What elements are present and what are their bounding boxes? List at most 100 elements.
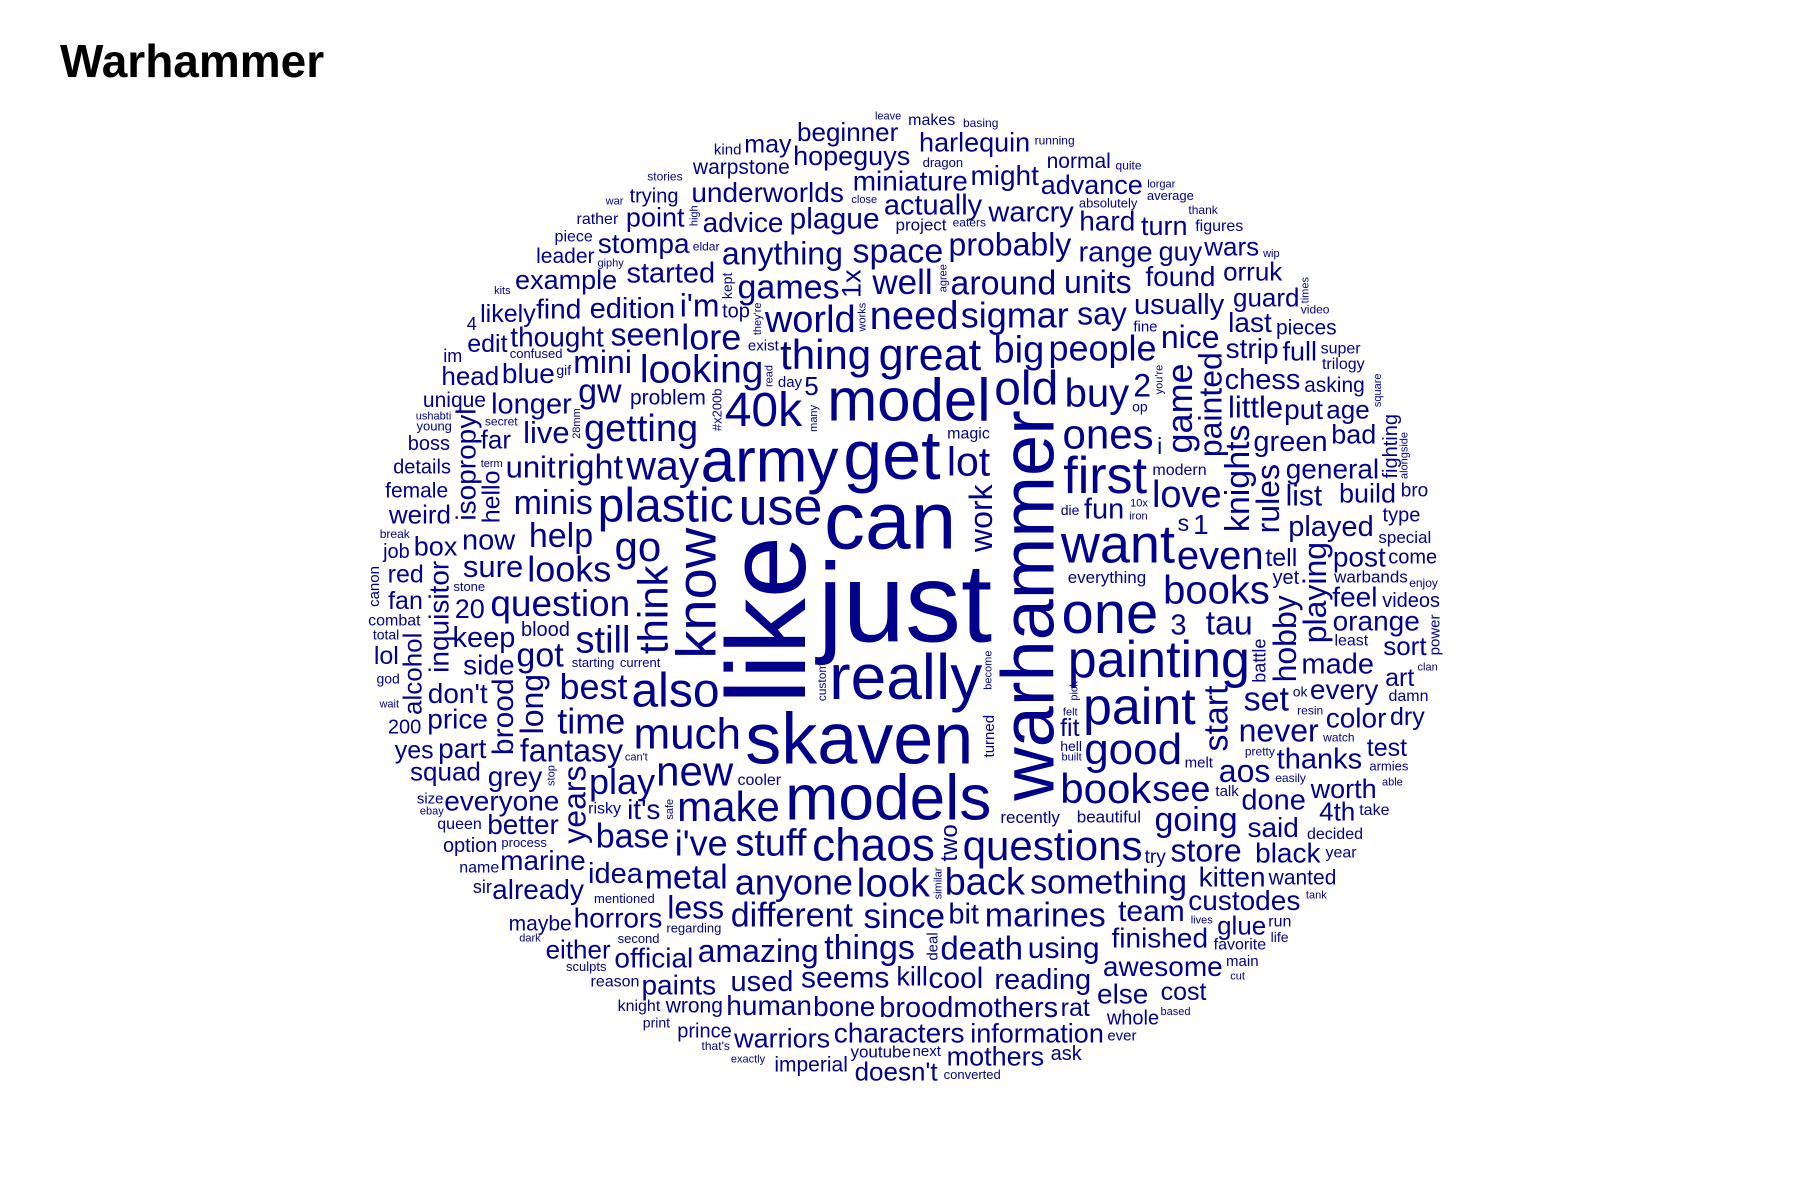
word-label: armies <box>1369 758 1409 773</box>
word-label: warcry <box>987 197 1074 229</box>
word-label: already <box>492 874 584 905</box>
word-label: well <box>871 263 932 302</box>
word-label: warpstone <box>692 156 790 179</box>
word-label: thought <box>510 321 604 352</box>
word-label: power <box>1427 614 1444 655</box>
word-label: makes <box>908 112 955 129</box>
word-label: gw <box>578 373 622 411</box>
word-label: questions <box>963 822 1143 869</box>
word-label: option <box>443 835 498 857</box>
word-label: new <box>656 748 734 795</box>
word-label: orange <box>1333 606 1420 637</box>
word-label: seen <box>610 317 679 353</box>
chart-title: Warhammer <box>60 35 325 87</box>
word-label: normal <box>1047 150 1111 173</box>
word-label: ok <box>1293 683 1309 699</box>
word-label: starting <box>572 655 615 670</box>
word-label: custom <box>815 663 829 702</box>
word-label: beautiful <box>1077 807 1141 826</box>
word-label: times <box>1299 277 1311 304</box>
word-label: im <box>443 346 462 366</box>
word-label: models <box>785 761 991 833</box>
word-label: seems <box>801 961 889 994</box>
word-label: guard <box>1233 282 1300 312</box>
word-label: world <box>764 299 856 341</box>
word-label: bone <box>813 991 875 1022</box>
word-label: may <box>744 131 792 159</box>
word-label: stuff <box>735 823 807 865</box>
word-label: marines <box>985 897 1106 935</box>
word-label: able <box>1382 776 1403 788</box>
word-label: blood <box>521 619 570 641</box>
word-label: tell <box>1265 544 1297 572</box>
word-label: look <box>857 861 931 905</box>
word-label: likely <box>480 300 536 328</box>
word-label: turn <box>1141 211 1188 241</box>
word-label: kept <box>719 273 735 300</box>
word-label: might <box>970 160 1039 191</box>
word-label: store <box>1171 833 1242 869</box>
word-label: since <box>863 897 945 936</box>
word-label: details <box>393 456 451 478</box>
word-label: probably <box>949 226 1072 262</box>
word-label: safe <box>664 799 676 820</box>
word-label: better <box>487 809 559 840</box>
word-label: lot <box>947 439 991 485</box>
word-label: got <box>516 637 564 675</box>
word-label: tau <box>1206 605 1253 643</box>
word-label: super <box>1321 340 1362 357</box>
word-label: sculpts <box>566 959 607 974</box>
word-label: fighting <box>1380 414 1402 479</box>
word-label: running <box>1035 134 1075 148</box>
word-label: cool <box>928 962 983 995</box>
word-label: hobby <box>1267 595 1303 682</box>
word-label: full <box>1282 336 1317 366</box>
word-label: 10x <box>1130 498 1148 510</box>
word-label: eldar <box>693 239 720 253</box>
word-label: going <box>1154 801 1237 839</box>
word-label: based <box>1161 1006 1191 1018</box>
word-label: wars <box>1203 231 1259 261</box>
word-label: secret <box>485 414 518 428</box>
word-label: day <box>778 374 803 391</box>
word-label: doesn't <box>855 1057 939 1087</box>
word-label: squad <box>410 756 481 786</box>
word-label: weird <box>388 500 451 530</box>
word-label: wip <box>1262 248 1280 260</box>
word-label: come <box>1388 547 1437 569</box>
word-label: books <box>1163 569 1270 613</box>
word-label: first <box>1063 447 1147 505</box>
word-label: i've <box>675 822 728 863</box>
word-label: cost <box>1161 978 1207 1006</box>
word-label: cooler <box>738 772 782 789</box>
word-label: it's <box>627 794 660 825</box>
word-label: fit <box>1060 714 1080 742</box>
word-label: stop <box>545 765 557 786</box>
word-label: imperial <box>774 1054 848 1077</box>
word-label: stories <box>647 170 682 184</box>
word-label: videos <box>1382 590 1440 612</box>
word-label: trilogy <box>1322 356 1365 373</box>
word-label: hell <box>1060 738 1082 754</box>
word-label: best <box>559 666 627 707</box>
word-label: agree <box>937 264 949 292</box>
word-label: people <box>1048 327 1156 368</box>
word-label: bad <box>1331 420 1376 450</box>
word-label: marine <box>500 845 586 876</box>
word-label: good <box>1084 725 1182 774</box>
word-label: confused <box>510 346 563 361</box>
word-label: lore <box>681 316 741 357</box>
word-label: turned <box>981 715 998 758</box>
word-label: hopeguys <box>793 141 910 171</box>
word-label: made <box>1301 648 1374 680</box>
word-label: things <box>824 929 915 967</box>
word-label: 4 <box>467 314 477 334</box>
word-label: hard <box>1079 205 1135 236</box>
word-label: age <box>1326 395 1369 425</box>
word-label: metal <box>645 859 728 897</box>
word-label: absolutely <box>1079 195 1138 210</box>
word-label: fantasy <box>520 732 623 768</box>
word-label: female <box>385 479 448 502</box>
word-label: plague <box>790 202 880 235</box>
word-label: wait <box>378 698 399 710</box>
